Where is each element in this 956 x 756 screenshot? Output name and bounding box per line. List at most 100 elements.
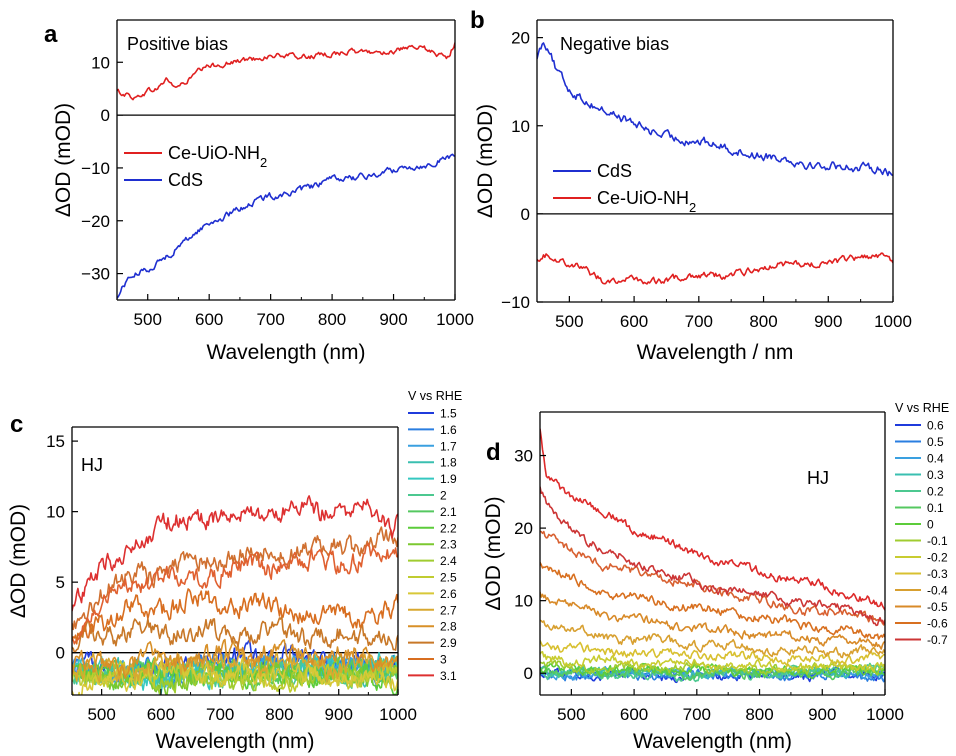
series-group bbox=[117, 42, 455, 299]
panel-letter-a: a bbox=[44, 21, 58, 48]
series-line-CdS bbox=[537, 42, 893, 177]
legend-entry: 1.9 bbox=[440, 472, 457, 486]
series-line--0.7 bbox=[540, 428, 885, 611]
x-tick-label: 500 bbox=[557, 705, 585, 724]
series-line--0.6 bbox=[540, 530, 885, 626]
legend-title: V vs RHE bbox=[895, 401, 949, 415]
panel-c: c 500 600 700 800 900 1000 0 5 10 15 Wavelength (nm… bbox=[7, 389, 462, 753]
legend-entry-subscript: 2 bbox=[260, 155, 267, 170]
y-tick-label: 15 bbox=[46, 432, 65, 451]
series-line-Ce-UiO-NH bbox=[537, 252, 893, 285]
x-tick-label: 900 bbox=[325, 705, 353, 724]
x-tick-label: 1000 bbox=[874, 312, 912, 331]
x-axis-title: Wavelength (nm) bbox=[155, 730, 314, 753]
x-tick-label: 700 bbox=[683, 705, 711, 724]
x-tick-label: 500 bbox=[555, 312, 583, 331]
legend-entry: 1.7 bbox=[440, 439, 457, 453]
y-tick-label: 0 bbox=[101, 106, 110, 125]
x-tick-label: 900 bbox=[379, 310, 407, 329]
x-axis-title: Wavelength (nm) bbox=[206, 341, 365, 364]
y-axis-title: ΔOD (mOD) bbox=[482, 496, 505, 610]
series-line--0.4 bbox=[540, 619, 885, 659]
legend-entry: 3.1 bbox=[440, 669, 457, 683]
legend-entry: CdS bbox=[597, 161, 632, 181]
panel-letter-d: d bbox=[486, 439, 501, 466]
x-tick-label: 500 bbox=[87, 705, 115, 724]
panel-d: d 500 600 700 800 900 1000 0 10 20 30 Wavelength (n… bbox=[482, 401, 949, 753]
x-tick-label: 500 bbox=[134, 310, 162, 329]
panel-letter-b: b bbox=[470, 7, 485, 34]
legend-entry: -0.6 bbox=[927, 617, 948, 631]
series-group bbox=[537, 42, 893, 285]
y-tick-label: 10 bbox=[91, 53, 110, 72]
legend-entry: CdS bbox=[168, 170, 203, 190]
series-line-Ce-UiO-NH bbox=[117, 42, 455, 101]
panel-b: b 500 600 700 800 900 1000 −10 0 10 20 Wavelength /… bbox=[470, 7, 912, 364]
y-tick-label: 5 bbox=[56, 573, 65, 592]
series-line-2.6 bbox=[72, 654, 398, 695]
series-group bbox=[540, 428, 885, 684]
series-line-CdS bbox=[117, 153, 455, 299]
y-tick-label: 10 bbox=[511, 117, 530, 136]
x-tick-label: 800 bbox=[745, 705, 773, 724]
legend-entry: 2.3 bbox=[440, 538, 457, 552]
legend-entry: 2.7 bbox=[440, 603, 457, 617]
y-tick-label: 0 bbox=[521, 205, 530, 224]
legend-entry: -0.4 bbox=[927, 584, 948, 598]
panel-annotation: Positive bias bbox=[127, 34, 228, 54]
x-tick-label: 800 bbox=[318, 310, 346, 329]
x-axis-title: Wavelength (nm) bbox=[633, 730, 792, 753]
series-line-3 bbox=[72, 588, 398, 645]
legend-entry: Ce-UiO-NH2 bbox=[168, 143, 267, 170]
legend-entry: 2.4 bbox=[440, 554, 457, 568]
legend-entry: 0.6 bbox=[927, 419, 944, 433]
y-axis-title: ΔOD (mOD) bbox=[52, 103, 75, 217]
series-line--0.2 bbox=[540, 650, 885, 673]
x-tick-label: 1000 bbox=[379, 705, 417, 724]
series-group bbox=[72, 495, 398, 695]
legend-entry: 0.5 bbox=[927, 435, 944, 449]
legend-entry: 1.5 bbox=[440, 407, 457, 421]
legend-entry: 1.8 bbox=[440, 456, 457, 470]
y-tick-label: −20 bbox=[81, 212, 110, 231]
legend-entry: 0.1 bbox=[927, 501, 944, 515]
legend-entry: 1.6 bbox=[440, 423, 457, 437]
legend-entry: -0.5 bbox=[927, 600, 948, 614]
series-line-2.9 bbox=[72, 615, 398, 653]
y-tick-label: −30 bbox=[81, 265, 110, 284]
legend-entry: -0.2 bbox=[927, 551, 948, 565]
panel-letter-c: c bbox=[10, 411, 23, 438]
series-line-3 bbox=[72, 542, 398, 645]
legend: CdS Ce-UiO-NH2 bbox=[553, 161, 696, 215]
y-tick-label: −10 bbox=[81, 159, 110, 178]
legend-entry: 2.6 bbox=[440, 587, 457, 601]
panel-annotation: HJ bbox=[81, 455, 103, 475]
series-line--0.1 bbox=[540, 659, 885, 676]
legend: V vs RHE 1.5 1.6 1.7 1.8 1.9 2 2.1 2.2 2.3 2.4 2.5 2… bbox=[408, 389, 462, 683]
series-line-3 bbox=[72, 526, 398, 631]
legend-entry: 0.3 bbox=[927, 468, 944, 482]
x-tick-label: 1000 bbox=[436, 310, 474, 329]
legend-entry: 2 bbox=[440, 489, 447, 503]
x-tick-label: 900 bbox=[808, 705, 836, 724]
legend-entry: 2.1 bbox=[440, 505, 457, 519]
legend-entry: -0.3 bbox=[927, 567, 948, 581]
y-tick-label: 30 bbox=[514, 447, 533, 466]
x-tick-label: 600 bbox=[195, 310, 223, 329]
legend-entry: 0 bbox=[927, 518, 934, 532]
y-tick-label: 20 bbox=[511, 29, 530, 48]
series-line--0.5 bbox=[540, 591, 885, 650]
series-line--0.6 bbox=[540, 561, 885, 640]
y-tick-label: 10 bbox=[514, 592, 533, 611]
y-tick-label: 0 bbox=[56, 644, 65, 663]
x-tick-label: 800 bbox=[749, 312, 777, 331]
y-axis-title: ΔOD (mOD) bbox=[474, 104, 497, 218]
legend: V vs RHE 0.6 0.5 0.4 0.3 0.2 0.1 0 -0.1 -0.2 -0.3 -… bbox=[895, 401, 949, 647]
y-tick-label: −10 bbox=[501, 293, 530, 312]
legend-entry: -0.1 bbox=[927, 534, 948, 548]
y-tick-label: 0 bbox=[524, 664, 533, 683]
legend-entry: 2.2 bbox=[440, 521, 457, 535]
x-tick-label: 600 bbox=[147, 705, 175, 724]
